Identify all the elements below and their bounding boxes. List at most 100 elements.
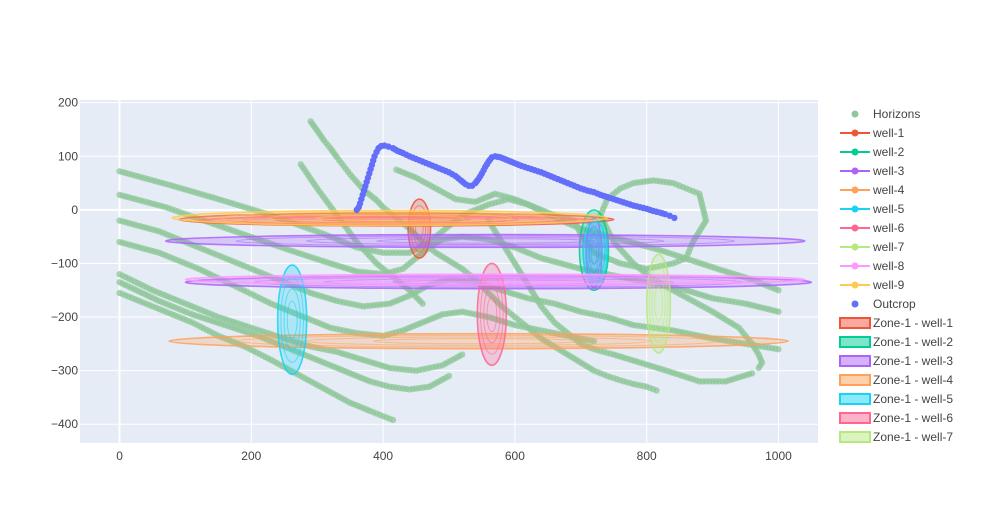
legend-marker-icon <box>851 129 859 137</box>
outcrop-point <box>671 214 678 222</box>
legend-item-zone-1-well-6[interactable]: Zone-1 - well-6 <box>839 411 953 425</box>
well-5-zone-contour <box>286 300 298 339</box>
legend-label: Zone-1 - well-7 <box>873 430 953 444</box>
legend-label: well-2 <box>872 145 905 159</box>
legend-fill-icon <box>839 431 871 443</box>
y-tick-label: 200 <box>58 96 78 110</box>
series-well-7 <box>645 253 672 354</box>
legend-marker-icon <box>851 205 859 213</box>
legend-marker-icon <box>851 224 859 232</box>
legend-marker-icon <box>851 167 859 175</box>
well-9-zone-contour <box>315 214 465 221</box>
x-tick-label: 400 <box>373 449 393 463</box>
well-3-zone-ellipse <box>164 233 806 249</box>
horizon-point <box>458 351 466 358</box>
legend-item-well-2[interactable]: well-2 <box>840 145 905 159</box>
horizon-point <box>653 387 660 394</box>
legend-label: Zone-1 - well-4 <box>873 373 953 387</box>
legend-item-well-5[interactable]: well-5 <box>840 202 905 216</box>
x-tick-label: 200 <box>241 449 261 463</box>
legend-item-zone-1-well-4[interactable]: Zone-1 - well-4 <box>839 373 953 387</box>
horizon-point <box>775 287 782 294</box>
data-layer <box>116 118 813 424</box>
legend-item-well-3[interactable]: well-3 <box>840 164 905 178</box>
well-9-zone-contour <box>267 213 512 223</box>
legend-label: well-5 <box>872 202 905 216</box>
legend-item-zone-1-well-2[interactable]: Zone-1 - well-2 <box>839 335 953 349</box>
legend-label: Zone-1 - well-1 <box>873 316 953 330</box>
legend-label: well-6 <box>872 221 905 235</box>
legend-item-zone-1-well-1[interactable]: Zone-1 - well-1 <box>839 316 953 330</box>
legend-label: Zone-1 - well-3 <box>873 354 953 368</box>
horizon-point <box>419 300 426 307</box>
well-6-zone-contour <box>483 285 501 344</box>
legend-label: Outcrop <box>873 297 916 311</box>
legend-marker-icon <box>851 243 859 251</box>
legend-fill-icon <box>839 317 871 329</box>
legend-marker-icon <box>851 262 859 270</box>
legend-item-well-7[interactable]: well-7 <box>840 240 905 254</box>
legend-item-zone-1-well-3[interactable]: Zone-1 - well-3 <box>839 354 953 368</box>
legend-item-zone-1-well-7[interactable]: Zone-1 - well-7 <box>839 430 953 444</box>
well-8-zone-ellipse <box>184 273 806 286</box>
legend-item-well-6[interactable]: well-6 <box>840 221 905 235</box>
legend-item-well-9[interactable]: well-9 <box>840 278 905 292</box>
legend-item-horizons[interactable]: Horizons <box>851 107 921 121</box>
legend-marker-icon <box>851 186 859 194</box>
horizon-point <box>748 370 756 377</box>
well-3-zone-contour <box>589 232 599 273</box>
legend-item-zone-1-well-5[interactable]: Zone-1 - well-5 <box>839 392 953 406</box>
legend-label: Zone-1 - well-6 <box>873 411 953 425</box>
y-tick-label: −200 <box>51 310 78 324</box>
well-7-zone-contour <box>648 264 669 343</box>
legend-label: well-7 <box>872 240 905 254</box>
well-5-zone-contour <box>590 241 600 264</box>
legend-marker-icon <box>851 110 859 118</box>
well-6-zone-contour <box>486 296 498 333</box>
y-tick-label: −100 <box>51 256 78 270</box>
well-6-zone-ellipse <box>476 262 508 367</box>
well-5-zone-contour <box>588 234 603 271</box>
y-tick-label: −400 <box>51 417 78 431</box>
legend: Horizons well-1 well-2 well-3 well-4 well-5 we… <box>839 107 953 444</box>
y-tick-label: 0 <box>71 203 78 217</box>
well-1-zone-ellipse <box>407 198 432 259</box>
legend-item-well-8[interactable]: well-8 <box>840 259 905 273</box>
legend-label: well-4 <box>872 183 905 197</box>
horizon-point <box>590 337 598 345</box>
legend-label: well-8 <box>872 259 905 273</box>
horizon-point <box>775 346 782 353</box>
well-3-zone-contour <box>305 236 665 246</box>
well-6-zone-contour <box>285 217 508 224</box>
legend-label: well-9 <box>872 278 905 292</box>
well-8-zone-contour <box>389 277 601 282</box>
well-7-zone-contour <box>654 286 664 321</box>
legend-item-well-4[interactable]: well-4 <box>840 183 905 197</box>
legend-item-outcrop[interactable]: Outcrop <box>851 297 917 311</box>
horizon-point <box>775 308 782 315</box>
legend-fill-icon <box>839 374 871 386</box>
horizon-point <box>389 416 397 424</box>
series-well-9 <box>171 209 608 227</box>
series-well-8 <box>184 273 806 286</box>
legend-label: well-3 <box>872 164 905 178</box>
legend-label: well-1 <box>872 126 905 140</box>
legend-fill-icon <box>839 355 871 367</box>
well-9-zone-ellipse <box>171 209 608 227</box>
legend-item-well-1[interactable]: well-1 <box>840 126 905 140</box>
legend-marker-icon <box>851 300 859 308</box>
well-5-zone-ellipse <box>276 264 308 376</box>
legend-marker-icon <box>851 281 859 289</box>
y-tick-label: 100 <box>58 149 78 163</box>
x-tick-label: 800 <box>637 449 657 463</box>
plot-background <box>80 100 818 443</box>
y-tick-label: −300 <box>51 364 78 378</box>
well-1-zone-contour <box>410 205 429 253</box>
legend-label: Zone-1 - well-2 <box>873 335 953 349</box>
legend-marker-icon <box>851 148 859 156</box>
x-tick-label: 0 <box>116 449 123 463</box>
series-outcrop <box>353 142 678 222</box>
legend-label: Horizons <box>873 107 920 121</box>
